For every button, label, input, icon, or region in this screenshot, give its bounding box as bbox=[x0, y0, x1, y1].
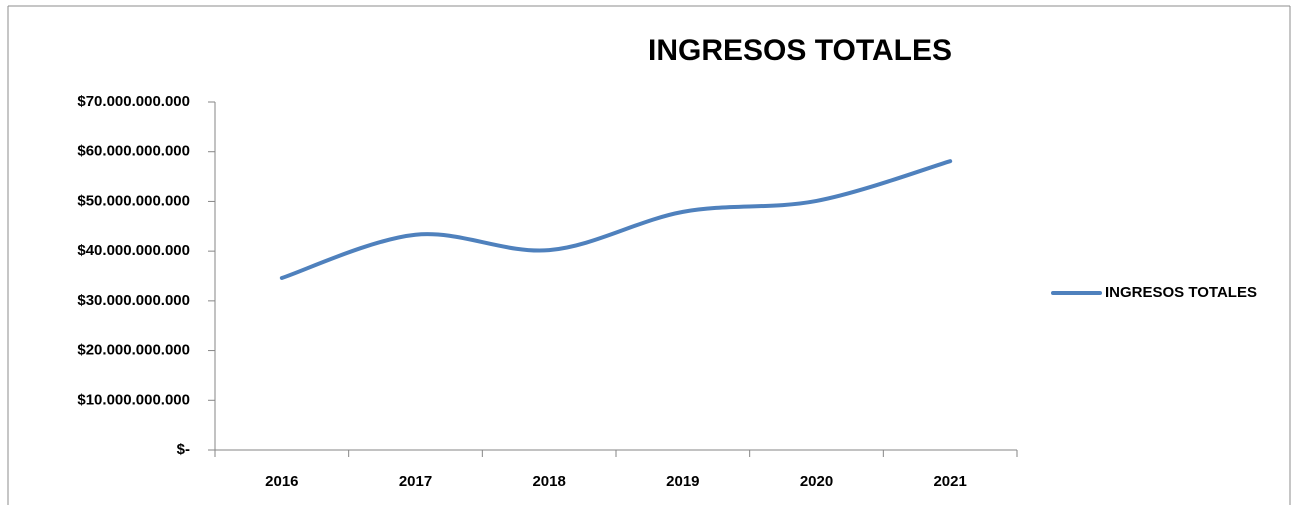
x-tick-label: 2021 bbox=[933, 473, 966, 490]
y-tick-label: $10.000.000.000 bbox=[77, 391, 190, 408]
y-tick-label: $50.000.000.000 bbox=[77, 192, 190, 209]
y-tick-label: $20.000.000.000 bbox=[77, 342, 190, 359]
y-tick-label: $- bbox=[177, 441, 190, 458]
x-tick-label: 2018 bbox=[532, 473, 565, 490]
x-tick-label: 2017 bbox=[399, 473, 432, 490]
x-tick-label: 2016 bbox=[265, 473, 298, 490]
y-tick-label: $60.000.000.000 bbox=[77, 143, 190, 160]
y-tick-label: $30.000.000.000 bbox=[77, 292, 190, 309]
x-tick-label: 2020 bbox=[800, 473, 833, 490]
legend-label: INGRESOS TOTALES bbox=[1105, 284, 1257, 301]
line-series bbox=[279, 159, 953, 280]
y-tick-label: $40.000.000.000 bbox=[77, 242, 190, 259]
x-tick-label: 2019 bbox=[666, 473, 699, 490]
y-tick-label: $70.000.000.000 bbox=[77, 93, 190, 110]
chart-title: INGRESOS TOTALES bbox=[648, 34, 952, 67]
